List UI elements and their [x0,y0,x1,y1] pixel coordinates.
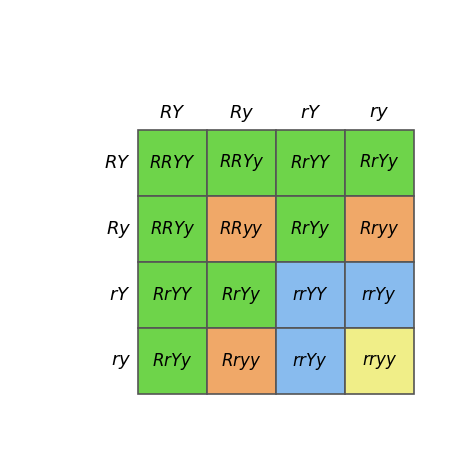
Text: $\it{RrYy}$: $\it{RrYy}$ [152,351,193,372]
Text: $\it{Rryy}$: $\it{Rryy}$ [221,351,262,372]
Text: $\it{rrYy}$: $\it{rrYy}$ [292,351,328,372]
Text: $\it{RrYy}$: $\it{RrYy}$ [359,153,400,173]
Text: $\bf{\it{RY}}$: $\bf{\it{RY}}$ [159,104,186,122]
Bar [138,328,207,394]
Bar [138,262,207,328]
Bar [207,328,276,394]
Text: $\it{RRYy}$: $\it{RRYy}$ [150,219,195,239]
Text: $\it{RRyy}$: $\it{RRyy}$ [219,219,264,239]
Bar [207,130,276,196]
Bar [345,196,414,262]
Text: $\bf{\it{Ry}}$: $\bf{\it{Ry}}$ [106,219,131,239]
Bar [345,328,414,394]
Text: $\it{rryy}$: $\it{rryy}$ [362,352,397,371]
Text: $\it{rrYy}$: $\it{rrYy}$ [361,285,397,306]
Bar [345,130,414,196]
Text: $\it{RrYy}$: $\it{RrYy}$ [221,285,262,306]
Text: $\it{RRYY}$: $\it{RRYY}$ [149,154,196,172]
Text: $\it{Rryy}$: $\it{Rryy}$ [359,219,400,239]
Bar [276,328,345,394]
Text: $\bf{\it{ry}}$: $\bf{\it{ry}}$ [110,352,131,371]
Text: $\it{rrYY}$: $\it{rrYY}$ [292,286,329,304]
Text: $\it{RRYy}$: $\it{RRYy}$ [219,153,264,173]
Text: $\it{RrYY}$: $\it{RrYY}$ [152,286,193,304]
Text: $\it{RrYY}$: $\it{RrYY}$ [290,154,331,172]
Bar [276,130,345,196]
Bar [207,262,276,328]
Bar [345,262,414,328]
Bar [276,196,345,262]
Text: $\bf{\it{Ry}}$: $\bf{\it{Ry}}$ [229,103,254,124]
Bar [138,130,207,196]
Text: $\bf{\it{ry}}$: $\bf{\it{ry}}$ [369,104,390,123]
Text: $\it{RrYy}$: $\it{RrYy}$ [290,219,331,239]
Bar [276,262,345,328]
Bar [207,196,276,262]
Text: $\bf{\it{RY}}$: $\bf{\it{RY}}$ [104,154,131,172]
Bar [138,196,207,262]
Text: $\bf{\it{rY}}$: $\bf{\it{rY}}$ [109,286,131,304]
Text: $\bf{\it{rY}}$: $\bf{\it{rY}}$ [300,104,321,122]
